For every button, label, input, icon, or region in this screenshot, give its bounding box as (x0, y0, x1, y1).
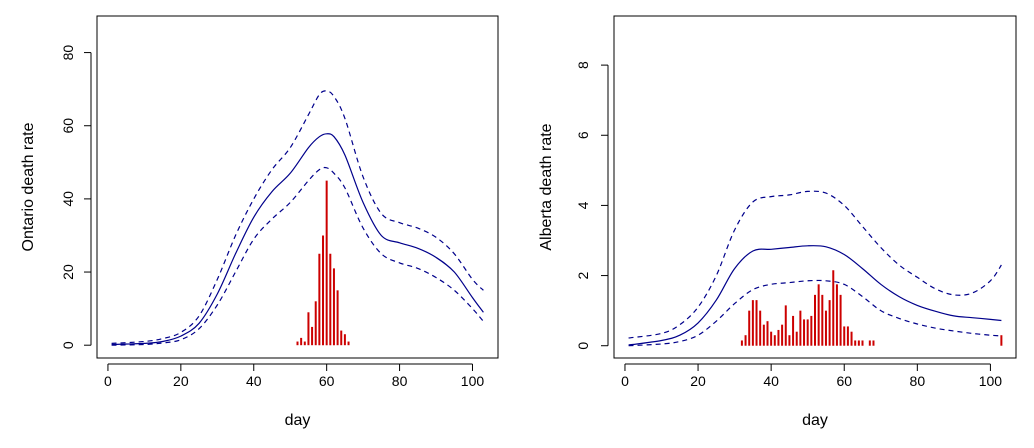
x-axis-label: day (802, 412, 828, 429)
plot-frame (613, 15, 1017, 359)
y-tick-label: 8 (575, 61, 591, 69)
x-tick-label: 0 (621, 373, 629, 389)
y-tick-label: 0 (60, 341, 76, 349)
x-tick-label: 100 (461, 373, 485, 389)
y-tick-label: 4 (575, 201, 591, 209)
lower-band-curve (111, 166, 484, 346)
x-tick-label: 60 (836, 373, 852, 389)
y-tick-label: 80 (60, 45, 76, 61)
x-tick-label: 100 (979, 373, 1003, 389)
panel-1: 0 20 40 60 80 100 0 20 40 60 80 day Ontario death ra… (20, 15, 499, 429)
lower-band-curve (628, 279, 1002, 347)
upper-band-curve (111, 90, 484, 344)
x-tick-label: 80 (910, 373, 926, 389)
y-tick-label: 2 (575, 271, 591, 279)
fitted-curve (111, 133, 484, 346)
upper-band-curve (628, 190, 1002, 339)
x-tick-label: 20 (173, 373, 189, 389)
y-tick-label: 0 (575, 342, 591, 350)
x-tick-label: 20 (690, 373, 706, 389)
fitted-curve (628, 245, 1002, 346)
y-axis-label: Alberta death rate (538, 123, 555, 250)
y-tick-label: 40 (60, 191, 76, 207)
y-axis-label: Ontario death rate (20, 122, 37, 251)
x-tick-label: 40 (246, 373, 262, 389)
y-tick-label: 60 (60, 118, 76, 134)
x-tick-label: 80 (392, 373, 408, 389)
plot-frame (96, 15, 499, 359)
y-tick-label: 6 (575, 131, 591, 139)
x-tick-label: 0 (104, 373, 112, 389)
panel-2: 0 20 40 60 80 100 0 2 4 6 8 day Alberta death rate (538, 15, 1017, 429)
y-tick-label: 20 (60, 264, 76, 280)
x-tick-label: 40 (763, 373, 779, 389)
x-axis-label: day (285, 412, 311, 429)
x-tick-label: 60 (319, 373, 335, 389)
